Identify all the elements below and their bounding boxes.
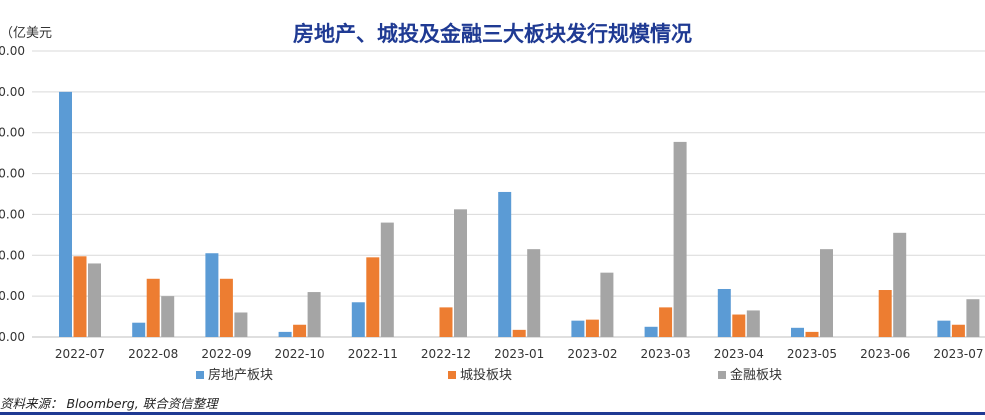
x-tick-label: 2022-12	[421, 347, 471, 361]
bar-real-estate	[351, 302, 365, 337]
bar-real-estate	[571, 320, 585, 337]
x-tick-label: 2023-02	[567, 347, 617, 361]
bar-urban-investment	[219, 278, 233, 337]
bar-financial	[527, 249, 541, 337]
bar-financial	[161, 296, 175, 337]
bar-financial	[746, 310, 760, 337]
x-tick-label: 2022-09	[201, 347, 251, 361]
bar-urban-investment	[805, 331, 819, 337]
bar-financial	[820, 249, 833, 337]
y-axis-unit: （亿美元	[0, 26, 53, 41]
x-tick-label: 2023-04	[714, 347, 764, 361]
legend-swatch	[448, 371, 456, 379]
bar-urban-investment	[439, 307, 453, 337]
bar-urban-investment	[73, 256, 87, 337]
bar-urban-investment	[366, 257, 380, 337]
legend-label: 房地产板块	[208, 367, 273, 383]
legend-label: 金融板块	[730, 367, 782, 383]
y-tick-label: 0.00	[0, 85, 25, 99]
x-tick-label: 2022-11	[348, 347, 398, 361]
bar-real-estate	[205, 253, 219, 337]
chart-title: 房地产、城投及金融三大板块发行规模情况	[293, 22, 692, 46]
bar-urban-investment	[146, 278, 160, 337]
x-tick-label: 2022-08	[128, 347, 178, 361]
bar-financial	[88, 263, 101, 337]
bar-financial	[673, 141, 687, 337]
bar-real-estate	[132, 322, 146, 337]
bar-financial	[380, 222, 394, 337]
y-tick-label: 0.00	[0, 330, 25, 344]
bar-real-estate	[498, 191, 512, 337]
source-note: 资料来源： Bloomberg, 联合资信整理	[0, 396, 218, 411]
legend-swatch	[196, 371, 204, 379]
bar-urban-investment	[293, 324, 307, 337]
y-tick-label: 0.00	[0, 126, 25, 140]
x-tick-label: 2023-01	[494, 347, 544, 361]
bar-financial	[966, 299, 980, 337]
x-tick-label: 2023-03	[641, 347, 691, 361]
bar-urban-investment	[732, 314, 746, 337]
x-tick-label: 2023-05	[787, 347, 837, 361]
x-tick-label: 2022-07	[55, 347, 105, 361]
legend-swatch	[718, 371, 726, 379]
y-tick-label: 0.00	[0, 167, 25, 181]
bar-urban-investment	[951, 324, 965, 337]
bar-urban-investment	[878, 290, 892, 337]
y-tick-label: 0.00	[0, 289, 25, 303]
bar-financial	[454, 209, 467, 337]
y-tick-label: 0.00	[0, 44, 25, 58]
bar-urban-investment	[512, 329, 526, 337]
bar-real-estate	[717, 288, 731, 337]
source-divider	[0, 412, 985, 415]
bar-real-estate	[791, 327, 804, 337]
x-tick-label: 2022-10	[275, 347, 325, 361]
legend-label: 城投板块	[460, 367, 512, 383]
bar-urban-investment	[585, 319, 599, 337]
y-tick-label: 0.00	[0, 248, 25, 262]
bar-financial	[234, 312, 248, 337]
bar-urban-investment	[659, 307, 673, 337]
bar-real-estate	[644, 326, 658, 337]
x-tick-label: 2023-06	[860, 347, 910, 361]
bar-real-estate	[937, 320, 951, 337]
bar-financial	[600, 272, 614, 337]
y-tick-label: 0.00	[0, 207, 25, 221]
bar-financial	[307, 292, 321, 337]
bar-financial	[893, 232, 907, 337]
x-tick-label: 2023-07	[933, 347, 983, 361]
bar-real-estate	[278, 331, 292, 337]
bar-real-estate	[59, 91, 72, 337]
